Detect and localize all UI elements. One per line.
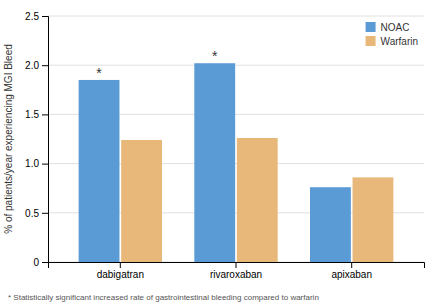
bar-series xyxy=(121,138,393,262)
bar xyxy=(194,63,235,262)
y-axis-title: % of patients/year experiencing MGI Blee… xyxy=(3,44,14,234)
bar-series xyxy=(79,63,351,262)
bar xyxy=(121,140,162,262)
y-tick: 0 xyxy=(33,257,48,268)
x-axis-line xyxy=(49,263,425,269)
y-tick-mark xyxy=(42,262,48,263)
bar xyxy=(353,177,394,262)
x-tick-mark xyxy=(351,262,352,268)
y-tick-mark xyxy=(42,65,48,66)
annotation: * xyxy=(96,65,102,81)
y-tick-label: 0.5 xyxy=(25,208,39,219)
x-tick: rivaroxaban xyxy=(210,262,262,280)
y-tick-mark xyxy=(42,164,48,165)
legend: NOAC Warfarin xyxy=(366,22,418,47)
chart-container: 0 0.5 1.0 1.5 2.0 2.5 dabigatran rivaroxaban api… xyxy=(0,0,438,306)
legend-label: Warfarin xyxy=(381,36,418,47)
x-tick-label: apixaban xyxy=(331,269,372,280)
y-tick-label: 0 xyxy=(33,257,39,268)
x-tick: apixaban xyxy=(331,262,372,280)
x-tick-mark xyxy=(120,262,121,268)
x-tick-mark xyxy=(236,262,237,268)
y-tick-mark xyxy=(42,114,48,115)
bar xyxy=(310,187,351,262)
bars xyxy=(79,63,394,262)
y-tick-mark xyxy=(42,16,48,17)
x-tick: dabigatran xyxy=(97,262,144,280)
grid-line xyxy=(48,16,424,17)
y-tick-mark xyxy=(42,213,48,214)
legend-swatch xyxy=(366,36,376,46)
plot-area: 0 0.5 1.0 1.5 2.0 2.5 dabigatran rivaroxaban api… xyxy=(25,11,424,280)
grid xyxy=(48,16,424,262)
grid-line xyxy=(48,65,424,66)
x-axis: dabigatran rivaroxaban apixaban xyxy=(49,262,425,280)
x-tick-label: dabigatran xyxy=(97,269,144,280)
bar xyxy=(237,138,278,262)
y-tick-label: 2.0 xyxy=(25,60,39,71)
legend-item: NOAC xyxy=(366,22,410,33)
annotations: ** xyxy=(96,48,218,81)
y-tick-label: 1.0 xyxy=(25,158,39,169)
chart-svg: 0 0.5 1.0 1.5 2.0 2.5 dabigatran rivaroxaban api… xyxy=(0,0,438,306)
y-axis-line xyxy=(42,17,49,263)
y-axis: 0 0.5 1.0 1.5 2.0 2.5 xyxy=(25,11,48,268)
x-tick-label: rivaroxaban xyxy=(210,269,262,280)
y-tick: 2.5 xyxy=(25,11,48,22)
y-tick: 1.5 xyxy=(25,109,48,120)
legend-swatch xyxy=(366,22,376,32)
annotation: * xyxy=(212,48,218,64)
legend-item: Warfarin xyxy=(366,36,418,47)
y-tick-label: 2.5 xyxy=(25,11,39,22)
y-tick-label: 1.5 xyxy=(25,109,39,120)
y-tick: 0.5 xyxy=(25,208,48,219)
legend-label: NOAC xyxy=(381,22,410,33)
y-tick: 2.0 xyxy=(25,60,48,71)
bar xyxy=(79,80,120,262)
footnote: * Statistically significant increased ra… xyxy=(8,293,319,302)
y-tick: 1.0 xyxy=(25,158,48,169)
